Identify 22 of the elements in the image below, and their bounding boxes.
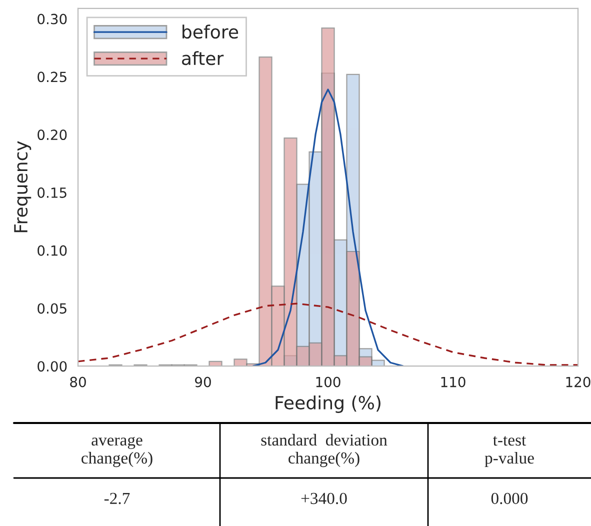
legend-label: after xyxy=(182,51,224,66)
y-tick-label: 0.00 xyxy=(38,361,67,372)
x-axis-title: Feeding (%) xyxy=(276,396,380,413)
x-tick-label: 120 xyxy=(566,376,590,388)
legend-label: before xyxy=(182,24,238,39)
y-tick-label: 0.30 xyxy=(38,14,67,24)
x-tick-label: 110 xyxy=(441,376,466,388)
y-tick-label: 0.20 xyxy=(38,130,67,140)
x-tick-label: 100 xyxy=(316,376,340,388)
y-tick-label: 0.10 xyxy=(38,245,67,256)
y-axis-title: Frequency xyxy=(14,141,32,232)
y-tick-label: 0.25 xyxy=(38,72,66,82)
text: t-test p-value xyxy=(484,436,534,468)
text: 0.000 xyxy=(491,492,528,504)
y-tick-label: 0.05 xyxy=(38,303,66,314)
x-tick-label: 90 xyxy=(195,376,211,388)
x-tick-label: 80 xyxy=(70,376,86,388)
y-tick-label: 0.15 xyxy=(38,187,66,198)
text: +340.0 xyxy=(301,492,347,504)
text: -2.7 xyxy=(104,492,130,504)
text: standard deviation change(%) xyxy=(261,434,388,468)
text: average change(%) xyxy=(82,436,152,468)
